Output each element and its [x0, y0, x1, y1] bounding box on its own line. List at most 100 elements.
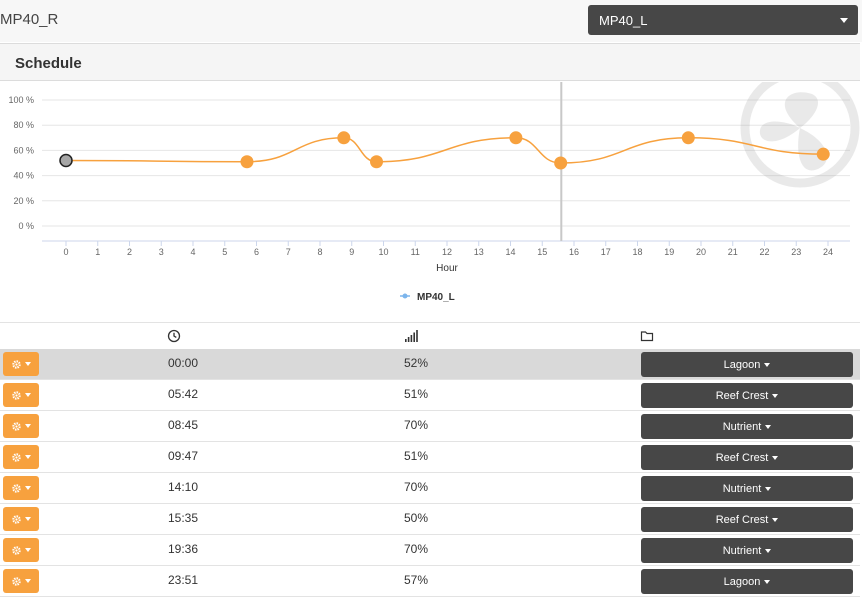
schedule-chart: 0 % 20 % 40 % 60 % 80 % 100 % 0 1 2 3 4 5 6 7 8 9 10 11 1…: [0, 82, 860, 322]
x-tick-label: 17: [601, 247, 611, 257]
chevron-down-icon: [765, 486, 772, 491]
series-point[interactable]: [554, 156, 568, 170]
row-percent: 52%: [404, 356, 429, 370]
row-time: 05:42: [168, 387, 199, 401]
x-tick-label: 10: [378, 247, 388, 257]
x-tick-label: 14: [505, 247, 515, 257]
chevron-down-icon: [25, 548, 31, 552]
x-tick-label: 3: [159, 247, 164, 257]
chevron-down-icon: [765, 548, 772, 553]
x-tick-label: 5: [222, 247, 227, 257]
y-tick-label: 20 %: [13, 196, 34, 206]
x-tick-label: 13: [474, 247, 484, 257]
y-tick-label: 80 %: [13, 120, 34, 130]
row-time: 15:35: [168, 511, 199, 525]
schedule-table-body: 00:00 52% Lagoon 05:42 51% Reef Crest: [0, 349, 860, 597]
chevron-down-icon: [25, 424, 31, 428]
row-time: 00:00: [168, 356, 199, 370]
chevron-down-icon: [25, 579, 31, 583]
chevron-down-icon: [772, 455, 779, 460]
device-select[interactable]: MP40_L: [588, 5, 858, 35]
gear-icon: [12, 483, 21, 493]
table-row[interactable]: 15:35 50% Reef Crest: [0, 504, 860, 535]
table-row[interactable]: 14:10 70% Nutrient: [0, 473, 860, 504]
row-mode-dropdown[interactable]: Lagoon: [641, 569, 853, 594]
table-row[interactable]: 08:45 70% Nutrient: [0, 411, 860, 442]
row-settings-button[interactable]: [3, 507, 39, 531]
y-tick-label: 0 %: [18, 221, 34, 231]
row-percent: 57%: [404, 573, 429, 587]
row-mode-label: Nutrient: [722, 482, 762, 495]
row-settings-button[interactable]: [3, 538, 39, 562]
chart-x-axis: 0 1 2 3 4 5 6 7 8 9 10 11 12 13 14 15 16 17 18 19 20 21 22 23 24: [42, 240, 850, 257]
x-tick-label: 19: [664, 247, 674, 257]
row-mode-dropdown[interactable]: Nutrient: [641, 538, 853, 563]
gear-icon: [12, 576, 21, 586]
device-select-value: MP40_L: [599, 12, 648, 28]
table-row[interactable]: 00:00 52% Lagoon: [0, 349, 860, 380]
x-tick-label: 12: [442, 247, 452, 257]
chevron-down-icon: [25, 393, 31, 397]
row-settings-button[interactable]: [3, 569, 39, 593]
series-point-selected[interactable]: [59, 153, 73, 168]
row-settings-button[interactable]: [3, 383, 39, 407]
gear-icon: [12, 514, 21, 524]
signal-icon: [405, 330, 418, 342]
row-mode-label: Lagoon: [723, 358, 761, 371]
legend-label[interactable]: MP40_L: [417, 292, 455, 303]
row-time: 19:36: [168, 542, 199, 556]
row-percent: 50%: [404, 511, 429, 525]
x-tick-label: 20: [696, 247, 706, 257]
legend-marker: [402, 293, 408, 299]
row-settings-button[interactable]: [3, 414, 39, 438]
row-settings-button[interactable]: [3, 445, 39, 469]
row-mode-dropdown[interactable]: Nutrient: [641, 414, 853, 439]
table-row[interactable]: 09:47 51% Reef Crest: [0, 442, 860, 473]
x-tick-label: 23: [791, 247, 801, 257]
row-mode-dropdown[interactable]: Reef Crest: [641, 383, 853, 408]
row-settings-button[interactable]: [3, 352, 39, 376]
series-point[interactable]: [370, 155, 384, 169]
row-mode-dropdown[interactable]: Reef Crest: [641, 507, 853, 532]
row-mode-dropdown[interactable]: Lagoon: [641, 352, 853, 377]
x-tick-label: 4: [190, 247, 195, 257]
x-tick-label: 9: [349, 247, 354, 257]
chevron-down-icon: [25, 362, 31, 366]
table-row[interactable]: 19:36 70% Nutrient: [0, 535, 860, 566]
x-tick-label: 8: [317, 247, 322, 257]
chevron-down-icon: [764, 579, 771, 584]
x-axis-title: Hour: [436, 263, 458, 274]
chart-grid: [42, 99, 850, 227]
y-tick-label: 60 %: [13, 145, 34, 155]
row-mode-label: Nutrient: [722, 544, 762, 557]
row-mode-label: Reef Crest: [715, 513, 769, 526]
row-percent: 51%: [404, 387, 429, 401]
x-tick-label: 11: [411, 247, 420, 257]
series-point[interactable]: [816, 147, 830, 161]
folder-icon: [640, 331, 654, 342]
row-settings-button[interactable]: [3, 476, 39, 500]
chevron-down-icon: [772, 393, 779, 398]
table-row[interactable]: 23:51 57% Lagoon: [0, 566, 860, 597]
row-mode-dropdown[interactable]: Nutrient: [641, 476, 853, 501]
series-point[interactable]: [681, 131, 695, 145]
brand-logo-icon: [740, 82, 860, 188]
chevron-down-icon: [772, 517, 779, 522]
chevron-down-icon: [25, 517, 31, 521]
row-percent: 70%: [404, 542, 429, 556]
x-tick-label: 18: [632, 247, 642, 257]
series-point[interactable]: [337, 131, 351, 145]
chart-svg: 0 %20 %40 %60 %80 %100 % 0 1 2 3 4 5 6 7 8 9 10 11 1…: [8, 82, 860, 303]
table-row[interactable]: 05:42 51% Reef Crest: [0, 380, 860, 411]
series-points: [59, 131, 830, 170]
x-tick-label: 2: [127, 247, 132, 257]
top-bar: MP40_R MP40_L: [0, 0, 862, 42]
series-point[interactable]: [509, 131, 523, 145]
row-mode-dropdown[interactable]: Reef Crest: [641, 445, 853, 470]
row-mode-label: Lagoon: [723, 575, 761, 588]
x-tick-label: 1: [95, 247, 100, 257]
chevron-down-icon: [764, 362, 771, 367]
x-tick-label: 22: [759, 247, 769, 257]
series-point[interactable]: [240, 155, 254, 169]
row-time: 14:10: [168, 480, 199, 494]
